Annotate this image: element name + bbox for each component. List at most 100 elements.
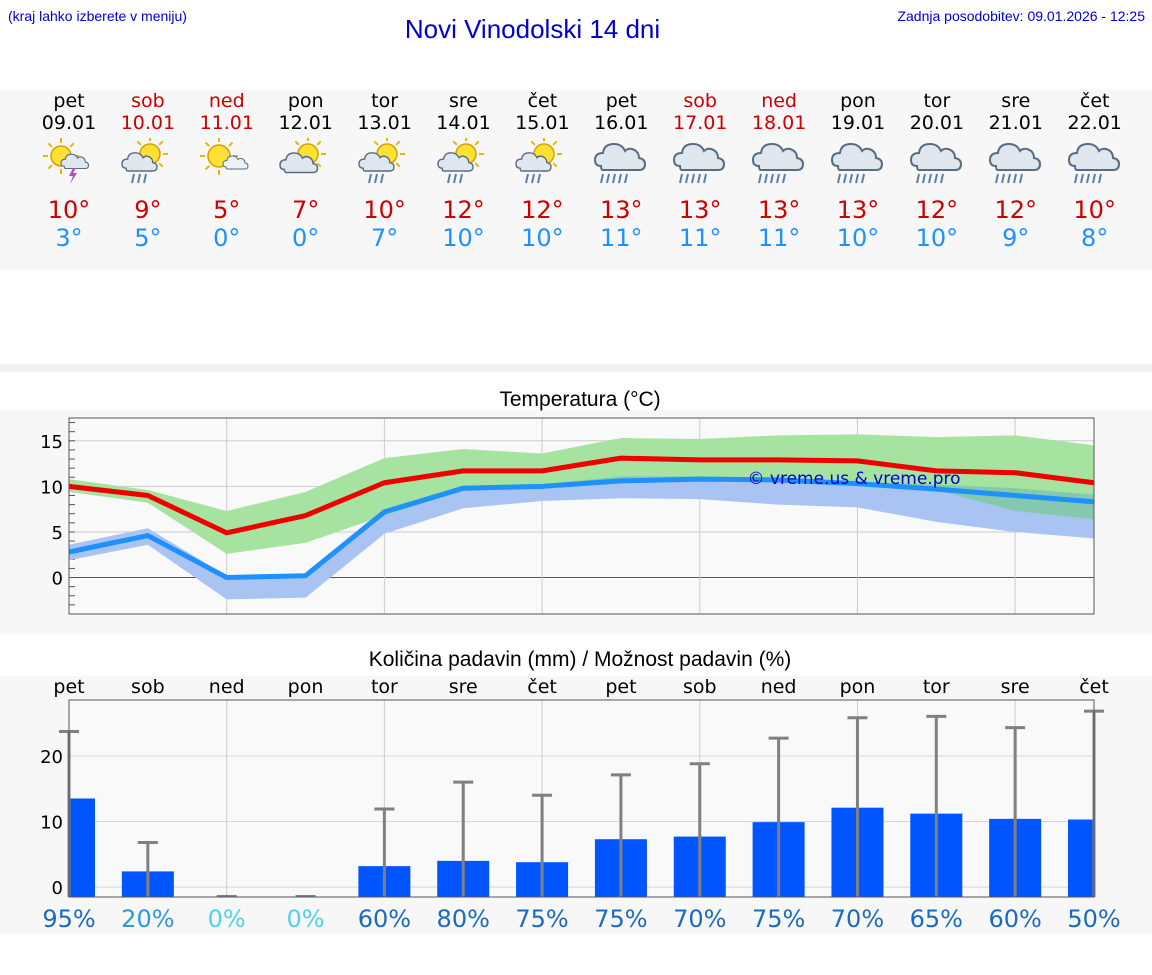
precipitation-probability: 75%	[594, 905, 647, 933]
min-temperature: 3°	[55, 224, 83, 252]
precip-day-label: sre	[449, 676, 478, 698]
cloud-heavy-rain-icon	[988, 142, 1041, 184]
forecast-strip: pet 09.01 10° 3° sob 10.01 9° 5° ned 11.01 5° 0°…	[0, 90, 1152, 270]
max-temperature: 9°	[134, 196, 162, 224]
page-title: Novi Vinodolski 14 dni	[404, 14, 661, 44]
day-date: 14.01	[436, 112, 491, 134]
min-temperature: 11°	[600, 224, 643, 252]
min-temperature-band	[69, 476, 1094, 600]
temperature-chart: 0 5 10 15 © vreme.us & vreme.pro	[40, 417, 1095, 615]
day-name: pon	[287, 90, 324, 112]
precipitation-probability: 50%	[1067, 905, 1120, 933]
day-date: 10.01	[120, 112, 176, 134]
min-temperature: 11°	[678, 224, 722, 252]
watermark: © vreme.us & vreme.pro	[747, 469, 960, 489]
y-tick-label: 10	[40, 812, 63, 833]
precip-day-label: sob	[131, 676, 165, 698]
cloud-heavy-rain-icon	[1067, 142, 1120, 184]
min-temperature: 10°	[915, 224, 959, 252]
min-temperature-line	[68, 476, 1095, 581]
day-name: tor	[371, 90, 399, 112]
day-column: sob 10.01 9° 5°	[108, 90, 188, 252]
precip-day-label: čet	[527, 676, 557, 698]
day-name: pet	[53, 90, 85, 112]
day-date: 21.01	[988, 112, 1043, 134]
min-temperature: 10°	[836, 224, 880, 252]
sun-cloud-rain-icon	[515, 138, 563, 184]
max-temperature: 13°	[678, 196, 722, 224]
precipitation-probability: 75%	[515, 905, 568, 933]
precipitation-probability: 20%	[121, 905, 174, 933]
precipitation-bar	[1068, 819, 1094, 897]
max-temperature: 12°	[994, 196, 1038, 224]
y-tick-label: 0	[52, 878, 63, 899]
max-temperature: 13°	[600, 196, 643, 224]
max-temperature: 5°	[213, 196, 241, 224]
day-name: sre	[1001, 90, 1031, 112]
precipitation-probability: 0%	[208, 905, 246, 933]
plot-frame	[68, 699, 1095, 898]
day-column: pet 16.01 13° 11°	[581, 90, 661, 252]
precipitation-probability: 0%	[286, 905, 324, 933]
day-date: 19.01	[830, 112, 886, 134]
y-tick-label: 20	[40, 747, 63, 768]
cloud-heavy-rain-icon	[752, 142, 805, 184]
day-column: tor 20.01 12° 10°	[897, 90, 977, 252]
precipitation-probability: 60%	[358, 905, 411, 933]
location-menu-hint: (kraj lahko izberete v meniju)	[8, 8, 187, 24]
cloud-heavy-rain-icon	[594, 142, 647, 184]
day-date: 13.01	[357, 112, 412, 134]
min-temperature: 7°	[370, 224, 399, 252]
day-date: 22.01	[1067, 112, 1122, 134]
precip-day-label: ned	[761, 676, 797, 698]
max-temperature: 10°	[1073, 196, 1116, 224]
y-tick-label: 15	[40, 432, 63, 453]
day-column: sre 14.01 12° 10°	[424, 90, 504, 252]
day-name: ned	[208, 90, 245, 112]
day-name: sre	[449, 90, 478, 112]
day-column: pon 12.01 7° 0°	[266, 90, 346, 252]
day-column: sre 21.01 12° 9°	[976, 90, 1056, 252]
precipitation-probability: 70%	[673, 905, 726, 933]
max-temperature: 10°	[47, 196, 91, 224]
day-date: 15.01	[515, 112, 570, 134]
precipitation-probability: 65%	[910, 905, 963, 933]
day-date: 09.01	[41, 112, 97, 134]
precipitation-bar	[69, 798, 95, 897]
day-date: 12.01	[278, 112, 333, 134]
separator	[0, 364, 1152, 372]
cloud-heavy-rain-icon	[909, 142, 962, 184]
precip-day-label: pet	[53, 676, 84, 698]
precipitation-chart-title: Količina padavin (mm) / Možnost padavin …	[368, 648, 792, 671]
day-date: 18.01	[751, 112, 807, 134]
precip-day-label: pon	[840, 676, 876, 698]
day-name: pon	[840, 90, 876, 112]
precipitation-probability: 75%	[752, 905, 805, 933]
day-column: ned 18.01 13° 11°	[739, 90, 819, 252]
cloud-heavy-rain-icon	[673, 142, 726, 184]
max-temperature-line	[68, 455, 1095, 536]
min-temperature: 11°	[757, 224, 801, 252]
max-temperature: 12°	[521, 196, 564, 224]
day-date: 17.01	[672, 112, 728, 134]
min-temperature: 5°	[134, 224, 162, 252]
max-temperature: 10°	[363, 196, 406, 224]
precipitation-probability: 95%	[42, 905, 95, 933]
min-temperature: 8°	[1081, 224, 1109, 252]
precip-day-label: tor	[923, 676, 950, 698]
min-temperature: 9°	[1002, 224, 1030, 252]
sun-cloud-icon	[278, 138, 326, 174]
day-column: ned 11.01 5° 0°	[187, 90, 267, 252]
day-date: 20.01	[909, 112, 965, 134]
day-date: 16.01	[594, 112, 649, 134]
min-temperature: 0°	[292, 224, 320, 252]
max-temperature: 12°	[915, 196, 959, 224]
min-temperature: 10°	[442, 224, 485, 252]
precip-day-label: čet	[1079, 676, 1109, 698]
day-name: sob	[131, 90, 165, 112]
day-column: pet 09.01 10° 3°	[29, 90, 109, 252]
plot-frame	[68, 417, 1095, 615]
day-name: sob	[683, 90, 717, 112]
sun-cloud-rain-icon	[121, 138, 168, 184]
y-tick-label: 0	[52, 569, 63, 590]
